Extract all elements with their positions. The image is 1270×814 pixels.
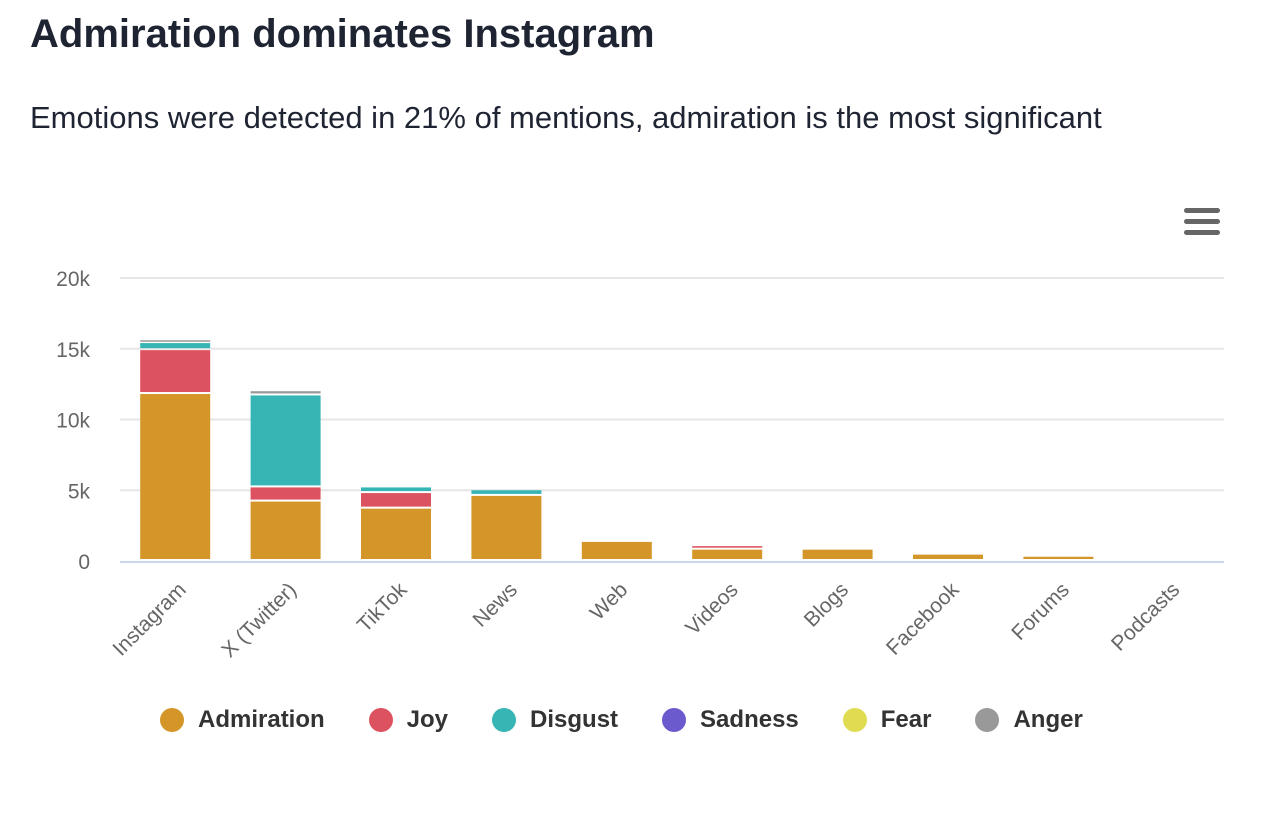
bar-segment-anger[interactable]: [250, 391, 321, 394]
bar-segment-admiration[interactable]: [361, 508, 431, 559]
bar-segment-joy[interactable]: [692, 546, 763, 548]
legend-dot-icon: [662, 708, 687, 732]
x-tick-label: Facebook: [882, 578, 964, 660]
y-tick-label: 15k: [56, 339, 90, 362]
legend-item-admiration[interactable]: Admiration: [160, 706, 325, 734]
legend-label: Anger: [1013, 706, 1083, 733]
bar-segment-disgust[interactable]: [361, 487, 431, 492]
x-tick-label: TikTok: [353, 578, 412, 637]
bar-segment-admiration[interactable]: [1023, 556, 1094, 559]
stacked-bar-chart: 0 5k 10k 15k 20k Instagram X (Twitter) TikTok Ne…: [56, 268, 1224, 662]
legend-dot-icon: [842, 708, 867, 732]
legend-dot-icon: [975, 708, 1000, 732]
y-tick-label: 5k: [68, 480, 91, 503]
x-tick-label: Web: [586, 578, 633, 625]
legend-item-sadness[interactable]: Sadness: [662, 706, 799, 734]
chart-title: Admiration dominates Instagram: [30, 12, 655, 56]
legend-label: Joy: [406, 706, 449, 733]
x-tick-label: Videos: [681, 578, 742, 639]
legend-label: Sadness: [700, 706, 799, 733]
legend-dot-icon: [368, 708, 393, 732]
legend-item-anger[interactable]: Anger: [975, 706, 1083, 734]
bar-segment-anger[interactable]: [140, 340, 211, 342]
x-tick-label: Podcasts: [1107, 578, 1184, 655]
bar-segment-admiration[interactable]: [140, 394, 211, 559]
x-tick-label: X (Twitter): [217, 578, 301, 662]
bar-segment-disgust[interactable]: [250, 395, 321, 486]
legend: Admiration Joy Disgust Sadness Fear Anger: [160, 706, 1127, 734]
bar-segment-admiration[interactable]: [250, 501, 321, 559]
hamburger-menu-icon[interactable]: [1184, 208, 1220, 238]
bar-segment-admiration[interactable]: [802, 549, 873, 559]
bar-segment-joy[interactable]: [140, 350, 211, 393]
x-tick-label: Forums: [1007, 578, 1074, 645]
legend-label: Admiration: [198, 706, 325, 733]
x-tick-label: News: [469, 578, 522, 631]
y-tick-label: 0: [78, 551, 90, 574]
bar-segment-admiration[interactable]: [471, 495, 542, 559]
bar-segment-joy[interactable]: [361, 493, 431, 507]
legend-dot-icon: [492, 708, 517, 732]
y-tick-label: 20k: [56, 268, 90, 291]
legend-item-fear[interactable]: Fear: [842, 706, 932, 734]
legend-item-disgust[interactable]: Disgust: [492, 706, 618, 734]
x-tick-label: Instagram: [108, 578, 190, 660]
bar-segment-admiration[interactable]: [913, 554, 983, 559]
chart-subtitle: Emotions were detected in 21% of mention…: [30, 100, 1102, 135]
bar-segment-disgust[interactable]: [140, 343, 211, 349]
bar-segment-disgust[interactable]: [471, 490, 542, 494]
bar-segment-joy[interactable]: [250, 487, 321, 500]
y-tick-label: 10k: [56, 410, 90, 433]
bar-segment-admiration[interactable]: [692, 549, 763, 559]
bar-segment-admiration[interactable]: [581, 541, 652, 559]
legend-label: Fear: [880, 706, 932, 733]
legend-label: Disgust: [530, 706, 619, 733]
legend-dot-icon: [160, 708, 184, 732]
x-tick-label: Blogs: [800, 578, 853, 631]
legend-item-joy[interactable]: Joy: [368, 706, 449, 734]
